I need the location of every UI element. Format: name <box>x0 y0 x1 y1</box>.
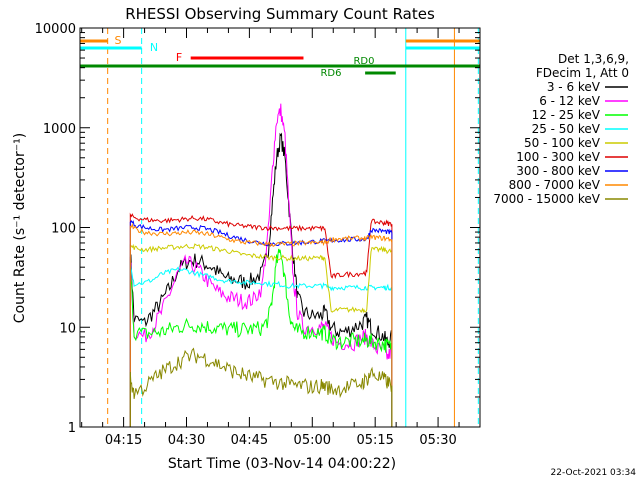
legend-label-7: 800 - 7000 keV <box>509 178 601 192</box>
x-tick-label-0: 04:15 <box>105 433 142 448</box>
x-tick-label-2: 04:45 <box>231 433 268 448</box>
x-tick-label-3: 05:00 <box>294 433 331 448</box>
legend-label-0: 3 - 6 keV <box>547 80 601 94</box>
y-tick-label-3: 1000 <box>43 122 76 137</box>
series-line-3 <box>129 262 393 427</box>
y-axis-label: Count Rate (s⁻¹ detector⁻¹) <box>12 133 28 323</box>
legend-header-detectors: Det 1,3,6,9, <box>558 52 629 66</box>
x-axis-label: Start Time (03-Nov-14 04:00:22) <box>168 456 396 472</box>
data-series <box>129 103 393 427</box>
legend-header-decimation: FDecim 1, Att 0 <box>536 66 629 80</box>
x-tick-label-5: 05:30 <box>419 433 456 448</box>
legend-label-2: 12 - 25 keV <box>532 108 601 122</box>
flag-label-rd6: RD6 <box>320 68 341 79</box>
y-tick-label-4: 10000 <box>35 22 76 37</box>
legend-label-6: 300 - 800 keV <box>516 164 600 178</box>
legend-label-4: 50 - 100 keV <box>524 136 601 150</box>
series-line-2 <box>129 248 393 427</box>
flag-label-s: S <box>115 34 122 47</box>
axes: 1 10 100 1000 10000 04:15 04:30 04:45 05:00 05:15… <box>35 22 481 448</box>
x-tick-label-1: 04:30 <box>168 433 205 448</box>
legend: Det 1,3,6,9, FDecim 1, Att 0 3 - 6 keV6 … <box>493 52 629 206</box>
y-tick-label-0: 1 <box>68 421 76 436</box>
legend-label-3: 25 - 50 keV <box>532 122 601 136</box>
legend-label-5: 100 - 300 keV <box>516 150 600 164</box>
flag-bars: S N F RD0 RD6 <box>80 34 480 79</box>
y-tick-label-1: 10 <box>59 321 76 336</box>
series-line-4 <box>129 243 393 427</box>
series-line-0 <box>129 132 393 427</box>
legend-label-1: 6 - 12 keV <box>539 94 601 108</box>
footer-date: 22-Oct-2021 03:34 <box>551 468 637 478</box>
y-tick-label-2: 100 <box>51 222 76 237</box>
series-line-7 <box>129 222 393 427</box>
x-tick-label-4: 05:15 <box>356 433 393 448</box>
series-line-8 <box>129 347 393 427</box>
series-line-5 <box>129 212 393 427</box>
legend-label-8: 7000 - 15000 keV <box>493 192 600 206</box>
flag-label-f: F <box>176 51 182 64</box>
flag-label-n: N <box>150 41 158 54</box>
flag-label-rd0: RD0 <box>353 56 374 67</box>
chart-title: RHESSI Observing Summary Count Rates <box>125 5 435 23</box>
